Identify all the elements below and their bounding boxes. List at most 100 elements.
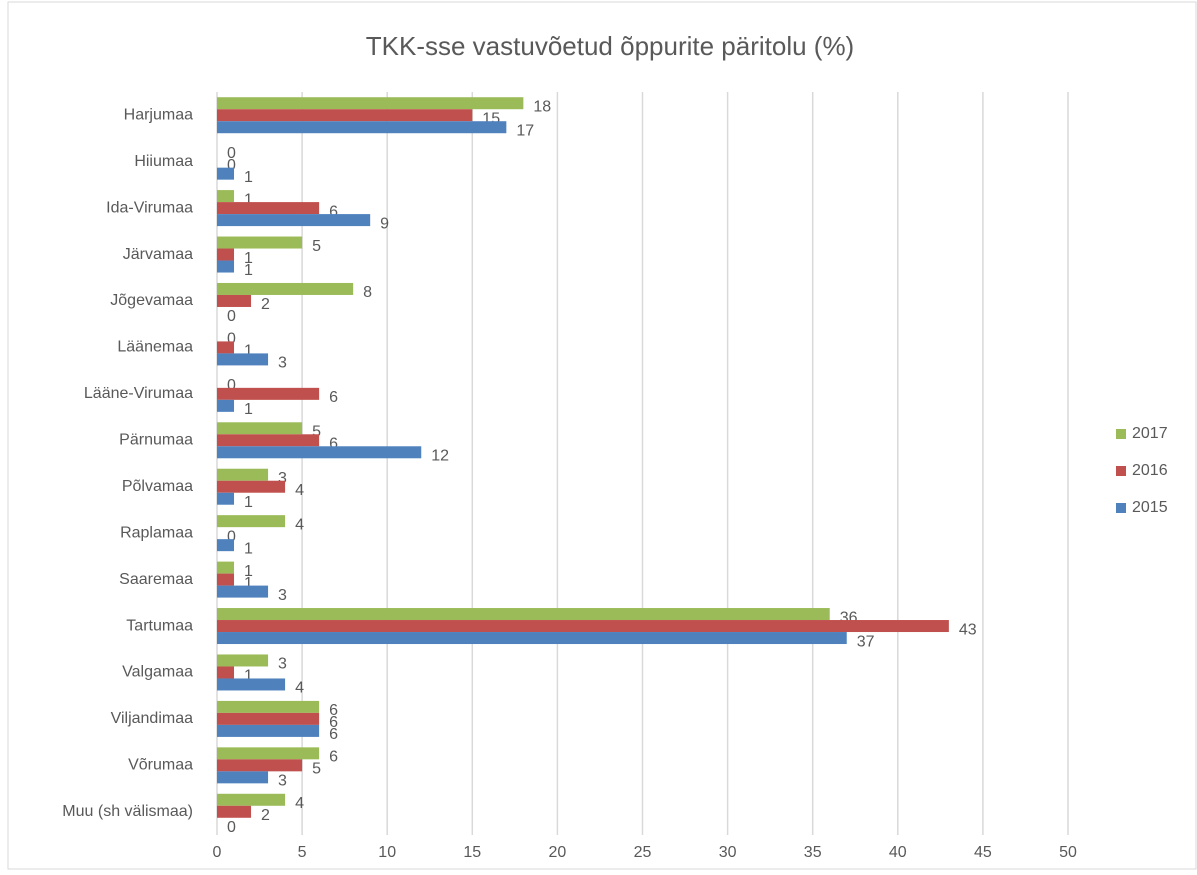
bar [217, 561, 235, 574]
legend-swatch [1116, 466, 1126, 476]
data-label: 8 [363, 284, 372, 301]
x-tick-label: 20 [549, 844, 567, 861]
bar [217, 759, 303, 772]
x-tick-label: 50 [1059, 844, 1077, 861]
bar [217, 492, 235, 505]
data-label: 1 [244, 401, 253, 418]
bar [217, 620, 949, 633]
data-label: 0 [227, 528, 236, 545]
data-label: 6 [329, 389, 338, 406]
x-tick-label: 10 [378, 844, 396, 861]
legend-label: 2017 [1132, 425, 1168, 442]
y-tick-label: Saaremaa [119, 571, 193, 588]
bar [217, 573, 235, 586]
bar [217, 747, 320, 760]
y-tick-label: Pärnumaa [119, 432, 193, 449]
data-label: 0 [227, 308, 236, 325]
data-label: 18 [533, 98, 551, 115]
data-label: 3 [278, 773, 287, 790]
bar [217, 632, 847, 645]
data-label: 43 [959, 621, 977, 638]
bar [217, 724, 320, 737]
data-label: 6 [329, 203, 338, 220]
bar [217, 805, 252, 818]
bar [217, 468, 269, 481]
data-label: 1 [244, 494, 253, 511]
x-tick-label: 30 [719, 844, 737, 861]
data-label: 1 [244, 668, 253, 685]
bar [217, 97, 524, 110]
data-label: 37 [857, 633, 875, 650]
data-label: 2 [261, 807, 270, 824]
data-label: 0 [227, 145, 236, 162]
data-label: 3 [278, 587, 287, 604]
y-tick-label: Lääne-Virumaa [84, 385, 193, 402]
legend-label: 2016 [1132, 462, 1168, 479]
y-tick-label: Tartumaa [126, 617, 193, 634]
data-label: 17 [516, 122, 534, 139]
data-label: 5 [312, 424, 321, 441]
bar [217, 236, 303, 249]
bar [217, 434, 320, 447]
bar [217, 282, 354, 295]
bar [217, 700, 320, 713]
bar [217, 608, 830, 621]
bar [217, 654, 269, 667]
data-label: 2 [261, 296, 270, 313]
data-label: 4 [295, 795, 304, 812]
data-label: 1 [244, 191, 253, 208]
data-label: 3 [278, 470, 287, 487]
data-label: 3 [278, 355, 287, 372]
y-tick-label: Võrumaa [128, 757, 193, 774]
bar [217, 422, 303, 435]
y-tick-label: Harjumaa [124, 106, 193, 123]
bar [217, 260, 235, 273]
data-label: 6 [329, 702, 338, 719]
data-label: 9 [380, 215, 389, 232]
bar [217, 214, 371, 227]
data-label: 6 [329, 436, 338, 453]
y-tick-label: Raplamaa [120, 524, 193, 541]
data-label: 5 [312, 238, 321, 255]
data-label: 4 [295, 516, 304, 533]
bar [217, 539, 235, 552]
legend-label: 2015 [1132, 499, 1168, 516]
bar [217, 515, 286, 528]
data-label: 3 [278, 656, 287, 673]
bar [217, 480, 286, 493]
y-tick-label: Ida-Virumaa [106, 199, 193, 216]
y-tick-label: Läänemaa [117, 339, 193, 356]
bar [217, 446, 422, 459]
data-label: 0 [227, 331, 236, 348]
x-tick-label: 40 [889, 844, 907, 861]
data-label: 1 [244, 250, 253, 267]
bar [217, 353, 269, 366]
data-label: 1 [244, 540, 253, 557]
bar [217, 585, 269, 598]
data-label: 0 [227, 157, 236, 174]
data-label: 1 [244, 169, 253, 186]
bar [217, 294, 252, 307]
y-tick-label: Muu (sh välismaa) [62, 803, 193, 820]
data-label: 1 [244, 563, 253, 580]
x-tick-label: 15 [463, 844, 481, 861]
data-label: 0 [227, 819, 236, 836]
data-label: 6 [329, 749, 338, 766]
chart-title: TKK-sse vastuvõetud õppurite päritolu (%… [366, 31, 854, 61]
data-label: 5 [312, 761, 321, 778]
legend-swatch [1116, 429, 1126, 439]
x-tick-label: 35 [804, 844, 822, 861]
bar [217, 190, 235, 203]
y-tick-label: Hiiumaa [134, 153, 193, 170]
bar [217, 771, 269, 784]
data-label: 4 [295, 680, 304, 697]
y-tick-label: Viljandimaa [111, 710, 194, 727]
bar [217, 387, 320, 400]
bar [217, 666, 235, 679]
y-tick-label: Põlvamaa [122, 478, 193, 495]
bar [217, 109, 473, 122]
chart-frame [7, 1, 1197, 870]
x-tick-label: 45 [974, 844, 992, 861]
data-label: 6 [329, 714, 338, 731]
